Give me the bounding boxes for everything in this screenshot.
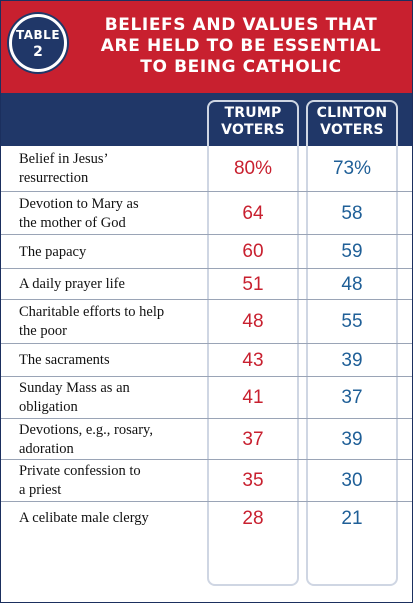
table-number-badge: TABLE 2 — [9, 14, 67, 72]
title-line-3: TO BEING CATHOLIC — [140, 57, 342, 77]
trump-value: 48 — [242, 311, 264, 332]
table-row: Devotion to Mary as the mother of God 64 58 — [1, 192, 412, 235]
row-label-line: A daily prayer life — [19, 276, 125, 292]
row-label: Belief in Jesus’ resurrection — [19, 150, 199, 188]
row-label-line: Devotions, e.g., rosary, — [19, 422, 153, 438]
clinton-header-line-1: CLINTON — [316, 105, 388, 121]
clinton-value: 73% — [332, 158, 372, 179]
clinton-voters-header: CLINTON VOTERS — [306, 105, 398, 139]
row-label: Charitable efforts to help the poor — [19, 303, 199, 341]
table-row: Charitable efforts to help the poor 48 55 — [1, 300, 412, 344]
row-label-line: Private confession to — [19, 463, 141, 479]
table-row: Devotions, e.g., rosary, adoration 37 39 — [1, 419, 412, 460]
row-label: The papacy — [19, 243, 199, 262]
title-line-2: ARE HELD TO BE ESSENTIAL — [100, 36, 382, 56]
clinton-value: 48 — [341, 274, 363, 295]
clinton-value: 58 — [341, 203, 363, 224]
clinton-value: 21 — [341, 508, 363, 529]
row-label: A daily prayer life — [19, 275, 199, 294]
clinton-value: 59 — [341, 241, 363, 262]
row-label: Devotions, e.g., rosary, adoration — [19, 421, 199, 459]
trump-header-line-1: TRUMP — [224, 105, 282, 121]
row-label-line: the poor — [19, 323, 67, 339]
row-label: Private confession to a priest — [19, 462, 199, 500]
row-label-line: The sacraments — [19, 352, 110, 368]
clinton-value: 39 — [341, 429, 363, 450]
trump-value: 64 — [242, 203, 264, 224]
trump-header-line-2: VOTERS — [221, 122, 285, 138]
clinton-header-line-2: VOTERS — [320, 122, 384, 138]
table-row: A daily prayer life 51 48 — [1, 269, 412, 300]
row-label-line: Charitable efforts to help — [19, 304, 165, 320]
clinton-value: 37 — [341, 387, 363, 408]
table-title: BELIEFS AND VALUES THAT ARE HELD TO BE E… — [81, 15, 401, 78]
trump-value: 35 — [242, 470, 264, 491]
row-label: Sunday Mass as an obligation — [19, 379, 199, 417]
row-label-line: Sunday Mass as an — [19, 380, 130, 396]
trump-voters-header: TRUMP VOTERS — [207, 105, 299, 139]
clinton-value: 30 — [341, 470, 363, 491]
row-label-line: Belief in Jesus’ — [19, 151, 109, 167]
trump-value: 60 — [242, 241, 264, 262]
clinton-value: 55 — [341, 311, 363, 332]
row-label: A celibate male clergy — [19, 509, 199, 528]
table-row: A celibate male clergy 28 21 — [1, 502, 412, 535]
table-row: The papacy 60 59 — [1, 235, 412, 269]
row-label-line: A celibate male clergy — [19, 510, 149, 526]
trump-value: 51 — [242, 274, 264, 295]
trump-value: 41 — [242, 387, 264, 408]
table-row: Sunday Mass as an obligation 41 37 — [1, 377, 412, 419]
table-row: Belief in Jesus’ resurrection 80% 73% — [1, 146, 412, 192]
row-label-line: The papacy — [19, 244, 87, 260]
header-banner: TABLE 2 BELIEFS AND VALUES THAT ARE HELD… — [1, 1, 412, 93]
row-label-line: the mother of God — [19, 215, 126, 231]
table-row: Private confession to a priest 35 30 — [1, 460, 412, 502]
table-row: The sacraments 43 39 — [1, 344, 412, 377]
trump-value: 28 — [242, 508, 264, 529]
row-label-line: a priest — [19, 482, 62, 498]
title-line-1: BELIEFS AND VALUES THAT — [104, 15, 378, 35]
clinton-value: 39 — [341, 350, 363, 371]
row-label: Devotion to Mary as the mother of God — [19, 195, 199, 233]
badge-label: TABLE — [15, 28, 61, 42]
row-label-line: obligation — [19, 399, 78, 415]
badge-number: 2 — [33, 44, 43, 60]
trump-value: 80% — [233, 158, 273, 179]
row-label: The sacraments — [19, 351, 199, 370]
trump-value: 37 — [242, 429, 264, 450]
row-label-line: resurrection — [19, 170, 89, 186]
row-label-line: adoration — [19, 441, 74, 457]
trump-value: 43 — [242, 350, 264, 371]
row-label-line: Devotion to Mary as — [19, 196, 139, 212]
